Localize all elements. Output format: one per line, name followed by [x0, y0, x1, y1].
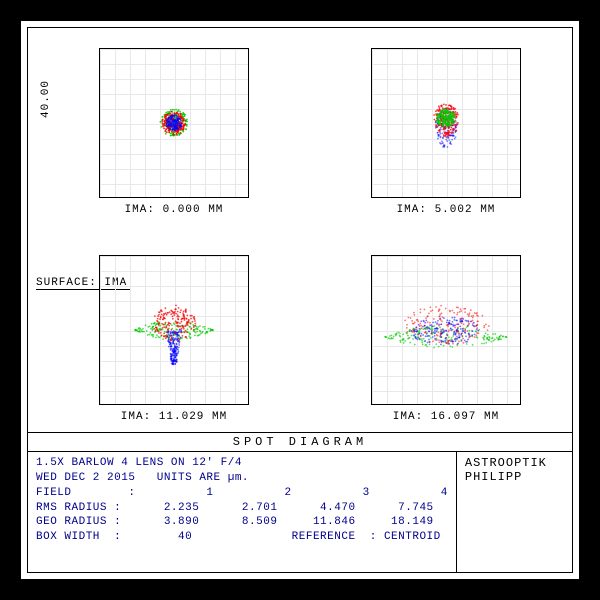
- footer-line2: WED DEC 2 2015 UNITS ARE µm.: [36, 472, 249, 484]
- footer-rms-row: RMS RADIUS : 2.235 2.701 4.470 7.745: [36, 502, 434, 514]
- spot-diagram-window: 40.00 SURFACE: IMA IMA: 0.000 MM IMA: 5.…: [20, 20, 580, 580]
- plot-label-3: IMA: 16.097 MM: [393, 411, 499, 423]
- plot-label-1: IMA: 5.002 MM: [397, 204, 496, 216]
- plot-box-0: [99, 48, 249, 198]
- diagram-title: SPOT DIAGRAM: [28, 433, 572, 452]
- plot-cell-1: IMA: 5.002 MM: [340, 48, 552, 225]
- footer-line1: 1.5X BARLOW 4 LENS ON 12' F/4: [36, 457, 242, 469]
- footer-geo-row: GEO RADIUS : 3.890 8.509 11.846 18.149: [36, 516, 434, 528]
- plot-label-2: IMA: 11.029 MM: [121, 411, 227, 423]
- plot-cell-3: IMA: 16.097 MM: [340, 255, 552, 432]
- footer: SPOT DIAGRAM 1.5X BARLOW 4 LENS ON 12' F…: [28, 432, 572, 572]
- plot-box-2: [99, 255, 249, 405]
- plot-box-3: [371, 255, 521, 405]
- plot-cell-2: IMA: 11.029 MM: [68, 255, 280, 432]
- plot-box-1: [371, 48, 521, 198]
- plot-label-0: IMA: 0.000 MM: [125, 204, 224, 216]
- y-axis-label: 40.00: [40, 80, 52, 118]
- plot-region: 40.00 SURFACE: IMA IMA: 0.000 MM IMA: 5.…: [28, 28, 572, 432]
- spot-svg-1: [372, 49, 520, 197]
- spot-svg-2: [100, 256, 248, 404]
- plot-cell-0: IMA: 0.000 MM: [68, 48, 280, 225]
- plot-grid: IMA: 0.000 MM IMA: 5.002 MM IMA: 11.029 …: [68, 48, 552, 432]
- spot-svg-0: [100, 49, 248, 197]
- footer-data-block: 1.5X BARLOW 4 LENS ON 12' F/4 WED DEC 2 …: [28, 452, 457, 572]
- footer-columns: 1.5X BARLOW 4 LENS ON 12' F/4 WED DEC 2 …: [28, 452, 572, 572]
- company-label: ASTROOPTIK PHILIPP: [457, 452, 572, 572]
- footer-box-row: BOX WIDTH : 40 REFERENCE : CENTROID: [36, 531, 441, 543]
- spot-svg-3: [372, 256, 520, 404]
- footer-field-header: FIELD : 1 2 3 4: [36, 487, 448, 499]
- inner-frame: 40.00 SURFACE: IMA IMA: 0.000 MM IMA: 5.…: [27, 27, 573, 573]
